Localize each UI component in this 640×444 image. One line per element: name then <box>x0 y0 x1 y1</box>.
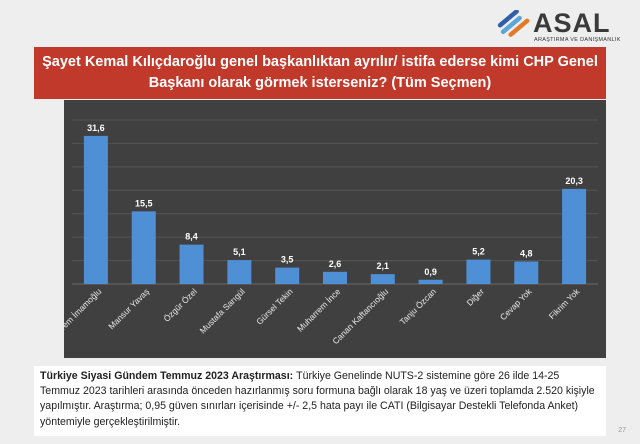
bar-value-label: 2,1 <box>377 261 390 271</box>
bar-chart: 31,6 Ekrem İmamoğlu 15,5 Mansur Yavaş 8,4 Özg… <box>64 119 598 346</box>
note-body: Türkiye Genelinde NUTS-2 sistemine göre … <box>40 370 595 428</box>
chart-title-line-1: Şayet Kemal Kılıçdaroğlu genel başkanlık… <box>42 54 598 70</box>
bar-value-label: 15,5 <box>135 198 153 208</box>
x-tick-label: Muharrem İnce <box>295 286 343 334</box>
chart-area: 31,6 Ekrem İmamoğlu 15,5 Mansur Yavaş 8,4 Özg… <box>64 100 606 358</box>
x-tick-label: Gürsel Tekin <box>254 286 295 327</box>
x-tick-label: Ekrem İmamoğlu <box>64 286 104 339</box>
bar <box>275 267 300 284</box>
bar <box>466 259 491 284</box>
asal-logo: ASAL ARAŞTIRMA VE DANIŞMANLIK <box>497 8 620 44</box>
bar <box>83 135 108 284</box>
x-tick-label: Mustafa Sarıgül <box>198 286 247 335</box>
bar <box>227 260 252 284</box>
bar <box>418 279 443 284</box>
methodology-note: Türkiye Siyasi Gündem Temmuz 2023 Araştı… <box>34 366 606 436</box>
brand-tagline: ARAŞTIRMA VE DANIŞMANLIK <box>534 37 621 43</box>
x-tick-label: Cevap Yok <box>498 286 534 322</box>
bar-value-label: 31,6 <box>87 123 105 133</box>
x-tick-label: Özgür Özel <box>161 286 199 324</box>
bar <box>179 244 204 284</box>
bar-value-label: 2,6 <box>329 259 342 269</box>
bar-value-label: 5,2 <box>472 247 485 257</box>
page-number: 27 <box>618 427 626 434</box>
x-tick-label: Diğer <box>464 286 486 308</box>
brand-name: ASAL <box>533 8 611 38</box>
bar <box>514 261 539 284</box>
bar-value-label: 20,3 <box>565 176 583 186</box>
chart-title: Şayet Kemal Kılıçdaroğlu genel başkanlık… <box>34 47 606 99</box>
bar-value-label: 0,9 <box>424 267 437 277</box>
x-tick-label: Fikrim Yok <box>547 286 582 321</box>
bar <box>562 188 587 284</box>
bar-value-label: 3,5 <box>281 255 294 265</box>
bar <box>323 271 347 284</box>
x-tick-label: Tanju Özcan <box>398 286 439 327</box>
bar <box>370 274 395 284</box>
bar <box>131 211 156 284</box>
bar-value-label: 4,8 <box>520 249 533 259</box>
chart-title-line-2: Başkanı olarak görmek isterseniz? (Tüm S… <box>148 75 492 91</box>
bar-value-label: 5,1 <box>233 247 246 257</box>
x-tick-label: Mansur Yavaş <box>106 286 151 331</box>
note-heading: Türkiye Siyasi Gündem Temmuz 2023 Araştı… <box>40 370 297 382</box>
asal-logo-mark-icon <box>497 10 530 37</box>
bar-value-label: 8,4 <box>185 232 198 242</box>
